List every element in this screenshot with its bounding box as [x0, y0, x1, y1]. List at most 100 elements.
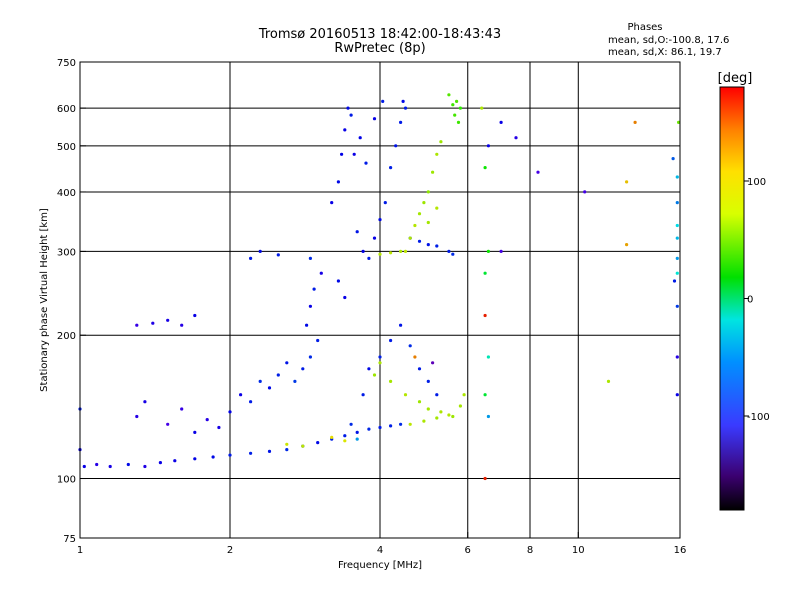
legend-heading: Phases	[627, 22, 662, 33]
scatter-point	[258, 379, 262, 383]
scatter-point	[417, 212, 422, 216]
scatter-point	[285, 361, 289, 365]
scatter-point	[403, 106, 408, 110]
scatter-point	[536, 170, 540, 174]
scatter-point	[435, 416, 439, 420]
scatter-point	[486, 355, 490, 359]
scatter-point	[305, 323, 309, 327]
scatter-point	[672, 279, 677, 283]
scatter-point	[435, 206, 439, 210]
scatter-point	[408, 344, 412, 348]
scatter-point	[431, 361, 435, 365]
scatter-point	[308, 355, 312, 359]
scatter-point	[677, 120, 681, 124]
scatter-point	[401, 99, 405, 103]
y-tick-label: 600	[57, 104, 76, 115]
y-tick-label: 200	[57, 331, 76, 342]
scatter-point	[435, 244, 439, 248]
scatter-point	[151, 321, 155, 325]
colorbar-tick-label: 100	[747, 177, 766, 188]
scatter-point	[349, 422, 353, 426]
scatter-point	[583, 190, 587, 194]
scatter-point	[343, 295, 347, 300]
scatter-point	[343, 439, 347, 443]
scatter-point	[426, 243, 430, 247]
scatter-point	[330, 201, 334, 205]
colorbar-tick-label: -100	[747, 412, 770, 423]
scatter-point	[249, 451, 253, 455]
scatter-point	[143, 464, 147, 469]
scatter-point	[293, 379, 297, 383]
scatter-point	[675, 256, 679, 260]
scatter-point	[499, 249, 503, 253]
scatter-point	[361, 393, 365, 397]
scatter-point	[364, 161, 368, 165]
scatter-point	[205, 418, 209, 422]
scatter-point	[143, 400, 147, 404]
scatter-points	[78, 93, 681, 481]
scatter-point	[378, 355, 382, 359]
scatter-point	[308, 256, 312, 260]
scatter-point	[483, 476, 487, 481]
scatter-point	[312, 287, 316, 291]
scatter-point	[399, 249, 403, 253]
scatter-point	[301, 444, 305, 448]
x-tick-label: 10	[572, 545, 585, 556]
scatter-point	[675, 304, 679, 308]
colorbar	[719, 86, 745, 511]
scatter-point	[211, 455, 215, 459]
scatter-point	[675, 271, 679, 275]
scatter-point	[422, 419, 426, 423]
scatter-point	[108, 464, 112, 469]
scatter-point	[378, 361, 382, 365]
scatter-point	[633, 120, 637, 124]
scatter-point	[349, 113, 353, 117]
scatter-point	[426, 220, 430, 225]
scatter-point	[95, 462, 99, 467]
scatter-point	[447, 413, 451, 417]
scatter-point	[483, 393, 487, 397]
scatter-point	[372, 117, 377, 121]
scatter-point	[336, 180, 340, 184]
scatter-point	[336, 279, 340, 283]
x-axis: 1 2 4 6 8 10 16	[77, 532, 687, 556]
x-axis-label: Frequency [MHz]	[338, 560, 422, 571]
scatter-point	[483, 313, 487, 318]
scatter-point	[82, 464, 86, 469]
x-tick-label: 16	[674, 545, 687, 556]
scatter-point	[367, 367, 371, 371]
x-tick-label: 2	[227, 545, 233, 556]
scatter-point	[499, 120, 503, 124]
scatter-point	[285, 442, 289, 446]
scatter-point	[355, 230, 359, 234]
scatter-point	[483, 166, 487, 170]
scatter-point	[378, 218, 382, 222]
scatter-point	[343, 434, 347, 438]
scatter-point	[378, 252, 382, 256]
scatter-point	[514, 136, 518, 140]
scatter-point	[403, 393, 408, 397]
scatter-point	[372, 236, 377, 240]
scatter-point	[355, 430, 359, 434]
scatter-point	[276, 253, 280, 257]
scatter-point	[389, 379, 393, 383]
scatter-point	[426, 407, 430, 411]
y-axis: 75 100 200 300 400 500 600 750	[57, 58, 86, 545]
scatter-point	[675, 236, 679, 240]
chart-title: Tromsø 20160513 18:42:00-18:43:43	[258, 27, 501, 42]
scatter-point	[285, 448, 289, 452]
scatter-point	[135, 414, 139, 419]
x-tick-label: 6	[465, 545, 471, 556]
scatter-point	[426, 379, 430, 383]
scatter-point	[417, 239, 422, 243]
scatter-point	[394, 144, 398, 148]
scatter-point	[413, 223, 417, 228]
legend-line-o: mean, sd,O:-100.8, 17.6	[608, 35, 729, 46]
y-tick-label: 500	[57, 142, 76, 153]
scatter-point	[308, 304, 312, 308]
colorbar-tick-label: 0	[747, 295, 753, 306]
y-tick-label: 300	[57, 247, 76, 258]
scatter-point	[343, 128, 347, 132]
scatter-point	[456, 120, 461, 124]
